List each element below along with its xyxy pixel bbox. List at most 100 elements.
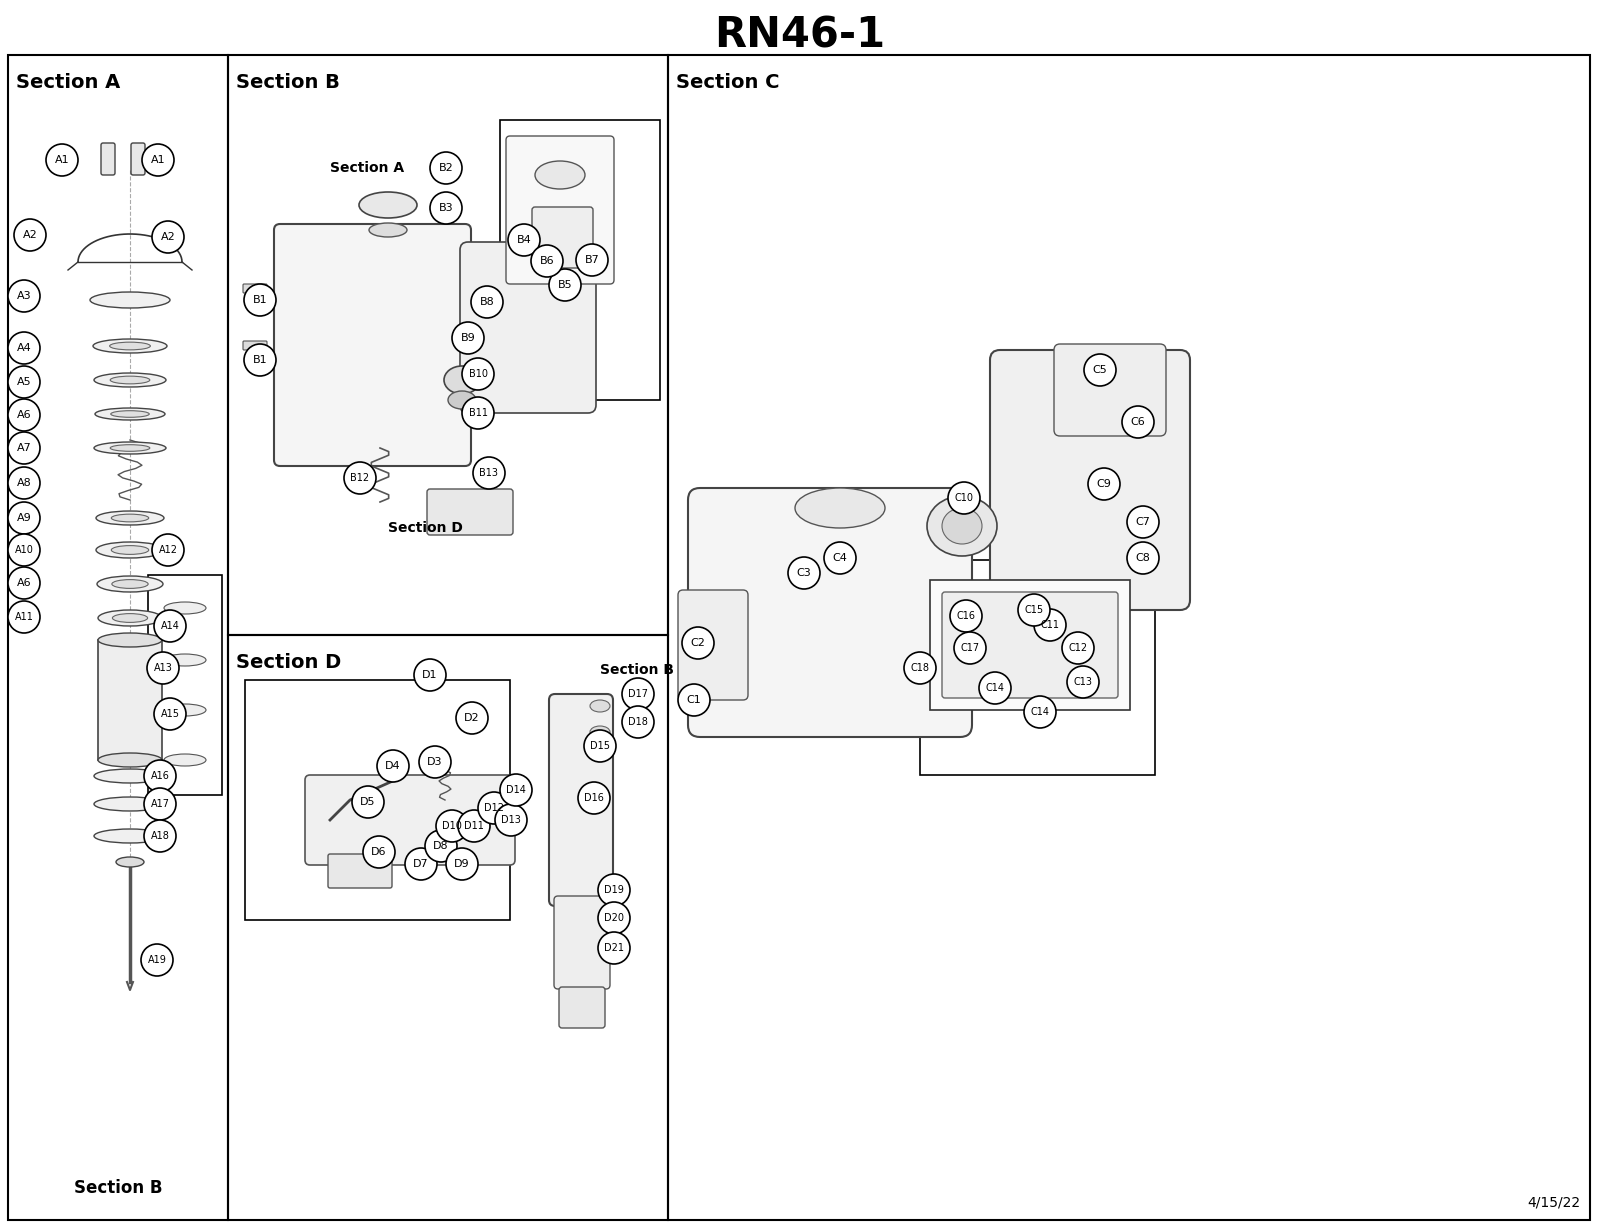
Circle shape	[478, 791, 510, 823]
FancyBboxPatch shape	[506, 136, 614, 284]
Bar	[245, 680, 510, 921]
Text: Section C: Section C	[675, 74, 779, 92]
Circle shape	[352, 787, 384, 819]
Ellipse shape	[165, 755, 206, 766]
Bar	[920, 560, 1155, 775]
Text: D18: D18	[629, 717, 648, 728]
FancyBboxPatch shape	[274, 224, 470, 466]
Text: A17: A17	[150, 799, 170, 809]
Ellipse shape	[94, 442, 166, 454]
Ellipse shape	[93, 339, 166, 353]
Text: D3: D3	[427, 757, 443, 767]
Text: D20: D20	[605, 913, 624, 923]
Text: B5: B5	[558, 280, 573, 290]
Text: B11: B11	[469, 408, 488, 418]
Text: Section B: Section B	[237, 74, 339, 92]
Bar	[499, 120, 661, 399]
Circle shape	[8, 601, 40, 633]
FancyBboxPatch shape	[328, 854, 392, 889]
Ellipse shape	[90, 293, 170, 308]
Text: A9: A9	[16, 512, 32, 524]
Ellipse shape	[448, 391, 477, 409]
Text: C16: C16	[957, 611, 976, 621]
FancyBboxPatch shape	[554, 896, 610, 989]
Circle shape	[446, 848, 478, 880]
Circle shape	[14, 219, 46, 251]
Circle shape	[494, 804, 526, 836]
Text: A15: A15	[160, 709, 179, 719]
Circle shape	[8, 533, 40, 567]
Text: C15: C15	[1024, 605, 1043, 614]
Circle shape	[499, 774, 531, 806]
Ellipse shape	[358, 192, 418, 218]
Text: A5: A5	[16, 377, 32, 387]
Circle shape	[462, 358, 494, 390]
Text: D9: D9	[454, 859, 470, 869]
Text: D7: D7	[413, 859, 429, 869]
Text: D16: D16	[584, 793, 603, 803]
Text: A16: A16	[150, 771, 170, 780]
FancyBboxPatch shape	[531, 206, 594, 268]
Ellipse shape	[94, 372, 166, 387]
Circle shape	[598, 932, 630, 964]
Text: Section B: Section B	[600, 662, 674, 677]
Text: C14: C14	[1030, 707, 1050, 717]
Ellipse shape	[115, 857, 144, 866]
Text: D21: D21	[605, 943, 624, 952]
Circle shape	[1067, 666, 1099, 698]
Ellipse shape	[98, 576, 163, 592]
Bar	[229, 635, 669, 1220]
Ellipse shape	[98, 753, 162, 767]
Ellipse shape	[795, 488, 885, 528]
Ellipse shape	[98, 633, 162, 646]
Circle shape	[549, 269, 581, 301]
FancyBboxPatch shape	[306, 775, 515, 865]
Circle shape	[682, 627, 714, 659]
Text: C12: C12	[1069, 643, 1088, 653]
Circle shape	[509, 224, 541, 256]
FancyBboxPatch shape	[101, 143, 115, 175]
FancyBboxPatch shape	[990, 350, 1190, 610]
Circle shape	[474, 457, 506, 489]
Text: A1: A1	[54, 155, 69, 165]
Circle shape	[8, 280, 40, 312]
Ellipse shape	[96, 542, 165, 558]
Ellipse shape	[112, 514, 149, 522]
Circle shape	[8, 332, 40, 364]
FancyBboxPatch shape	[930, 580, 1130, 710]
Circle shape	[1126, 506, 1158, 538]
Text: D19: D19	[605, 885, 624, 895]
Text: B12: B12	[350, 473, 370, 483]
Circle shape	[787, 557, 819, 589]
Circle shape	[598, 902, 630, 934]
Text: A6: A6	[16, 578, 32, 587]
Ellipse shape	[112, 613, 147, 622]
Text: B6: B6	[539, 256, 554, 265]
Circle shape	[8, 433, 40, 465]
Circle shape	[8, 366, 40, 398]
Circle shape	[598, 874, 630, 906]
Text: B1: B1	[253, 295, 267, 305]
Circle shape	[622, 705, 654, 737]
Ellipse shape	[96, 511, 165, 525]
Circle shape	[243, 344, 277, 376]
Text: D6: D6	[371, 847, 387, 857]
Text: D4: D4	[386, 761, 402, 771]
Circle shape	[458, 810, 490, 842]
Text: D13: D13	[501, 815, 522, 825]
Text: C14: C14	[986, 683, 1005, 693]
Circle shape	[824, 542, 856, 574]
FancyBboxPatch shape	[688, 488, 973, 737]
Text: C2: C2	[691, 638, 706, 648]
Text: A11: A11	[14, 612, 34, 622]
Text: B1: B1	[253, 355, 267, 365]
Ellipse shape	[94, 769, 166, 783]
Circle shape	[414, 659, 446, 691]
Circle shape	[430, 192, 462, 224]
FancyBboxPatch shape	[131, 143, 146, 175]
Text: 4/15/22: 4/15/22	[1526, 1196, 1581, 1211]
Circle shape	[8, 567, 40, 599]
Ellipse shape	[534, 161, 586, 189]
Circle shape	[378, 750, 410, 782]
Circle shape	[363, 836, 395, 868]
